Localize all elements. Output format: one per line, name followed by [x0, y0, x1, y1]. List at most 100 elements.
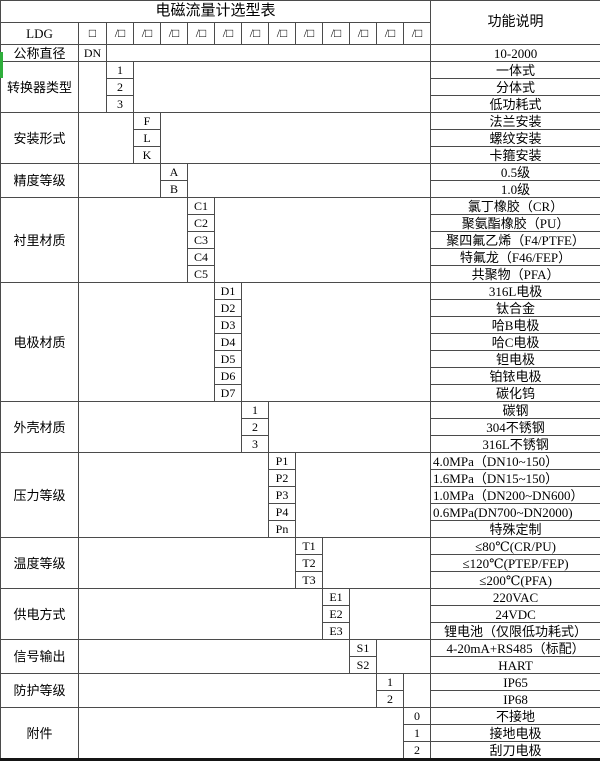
empty-cell [294, 452, 432, 538]
code-cell: E1 [322, 588, 350, 606]
empty-cell [267, 401, 432, 453]
model-box-cell: /□ [402, 22, 432, 45]
function-cell: 不接地 [430, 707, 600, 725]
category-label: 外壳材质 [0, 401, 79, 453]
function-cell: 10-2000 [430, 44, 600, 62]
function-cell: 0.5级 [430, 163, 600, 181]
empty-cell [402, 673, 432, 708]
code-cell: B [160, 180, 188, 198]
function-cell: ≤80℃(CR/PU) [430, 537, 600, 555]
code-cell: K [133, 146, 161, 164]
function-cell: 刮刀电极 [430, 741, 600, 760]
empty-cell [105, 44, 432, 62]
function-cell: 24VDC [430, 605, 600, 623]
code-cell: A [160, 163, 188, 181]
function-cell: 碳化钨 [430, 384, 600, 402]
model-box-cell: /□ [106, 22, 134, 45]
code-cell: 2 [106, 78, 134, 96]
code-cell: F [133, 112, 161, 130]
function-cell: 聚四氟乙烯（F4/PTFE） [430, 231, 600, 249]
empty-cell [186, 163, 432, 198]
category-label: 精度等级 [0, 163, 79, 198]
code-cell: D4 [214, 333, 242, 351]
code-cell: D6 [214, 367, 242, 385]
empty-cell [321, 537, 432, 589]
empty-cell [78, 112, 134, 164]
function-cell: 特氟龙（F46/FEP） [430, 248, 600, 266]
code-cell: S1 [349, 639, 377, 657]
empty-cell [78, 401, 242, 453]
function-cell: 接地电极 [430, 724, 600, 742]
code-cell: 1 [241, 401, 269, 419]
empty-cell [78, 639, 350, 674]
code-cell: L [133, 129, 161, 147]
code-cell: 1 [402, 724, 432, 742]
empty-cell [132, 61, 432, 113]
code-cell: D5 [214, 350, 242, 368]
code-cell: 1 [106, 61, 134, 79]
code-cell: D2 [214, 299, 242, 317]
function-cell: 哈B电极 [430, 316, 600, 334]
function-cell: 钽电极 [430, 350, 600, 368]
green-edge-artifact [0, 52, 3, 78]
code-cell: D3 [214, 316, 242, 334]
table-title: 电磁流量计选型表 [0, 0, 432, 23]
function-cell: 氯丁橡胶（CR） [430, 197, 600, 215]
empty-cell [213, 197, 432, 283]
function-cell: 一体式 [430, 61, 600, 79]
code-cell: P3 [268, 486, 296, 504]
code-cell: E2 [322, 605, 350, 623]
function-cell: 304不锈钢 [430, 418, 600, 436]
function-cell: 0.6MPa(DN700~DN2000) [430, 503, 600, 521]
function-cell: 卡箍安装 [430, 146, 600, 164]
function-cell: IP68 [430, 690, 600, 708]
model-box-cell: □ [78, 22, 107, 45]
model-box-cell: /□ [295, 22, 323, 45]
empty-cell [78, 197, 188, 283]
function-cell: 1.0MPa（DN200~DN600） [430, 486, 600, 504]
model-box-cell: /□ [322, 22, 350, 45]
category-label: 附件 [0, 707, 79, 760]
code-cell: C2 [187, 214, 215, 232]
function-cell: ≤200℃(PFA) [430, 571, 600, 589]
function-cell: ≤120℃(PTEP/FEP) [430, 554, 600, 572]
model-box-cell: /□ [160, 22, 188, 45]
code-cell: 1 [376, 673, 404, 691]
code-cell: 0 [402, 707, 432, 725]
function-cell: 220VAC [430, 588, 600, 606]
model-box-cell: /□ [214, 22, 242, 45]
empty-cell [78, 537, 296, 589]
model-box-cell: /□ [349, 22, 377, 45]
model-box-cell: /□ [376, 22, 404, 45]
code-cell: T3 [295, 571, 323, 589]
code-cell: S2 [349, 656, 377, 674]
function-cell: 分体式 [430, 78, 600, 96]
function-cell: IP65 [430, 673, 600, 691]
category-label: 安装形式 [0, 112, 79, 164]
code-cell: 2 [402, 741, 432, 760]
function-cell: 铂铱电极 [430, 367, 600, 385]
empty-cell [78, 452, 269, 538]
empty-cell [375, 639, 432, 674]
empty-cell [240, 282, 432, 402]
code-cell: 2 [376, 690, 404, 708]
empty-cell [159, 112, 432, 164]
function-cell: HART [430, 656, 600, 674]
empty-cell [348, 588, 432, 640]
category-label: 转换器类型 [0, 61, 79, 113]
category-label: 温度等级 [0, 537, 79, 589]
function-cell: 特殊定制 [430, 520, 600, 538]
code-cell: C3 [187, 231, 215, 249]
code-cell: C1 [187, 197, 215, 215]
code-cell: C5 [187, 265, 215, 283]
code-cell: 3 [241, 435, 269, 453]
function-cell: 1.6MPa（DN15~150） [430, 469, 600, 487]
empty-cell [78, 282, 215, 402]
category-label: 公称直径 [0, 44, 79, 62]
function-cell: 钛合金 [430, 299, 600, 317]
code-cell: P1 [268, 452, 296, 470]
category-label: 信号输出 [0, 639, 79, 674]
model-box-cell: /□ [268, 22, 296, 45]
empty-cell [78, 61, 107, 113]
